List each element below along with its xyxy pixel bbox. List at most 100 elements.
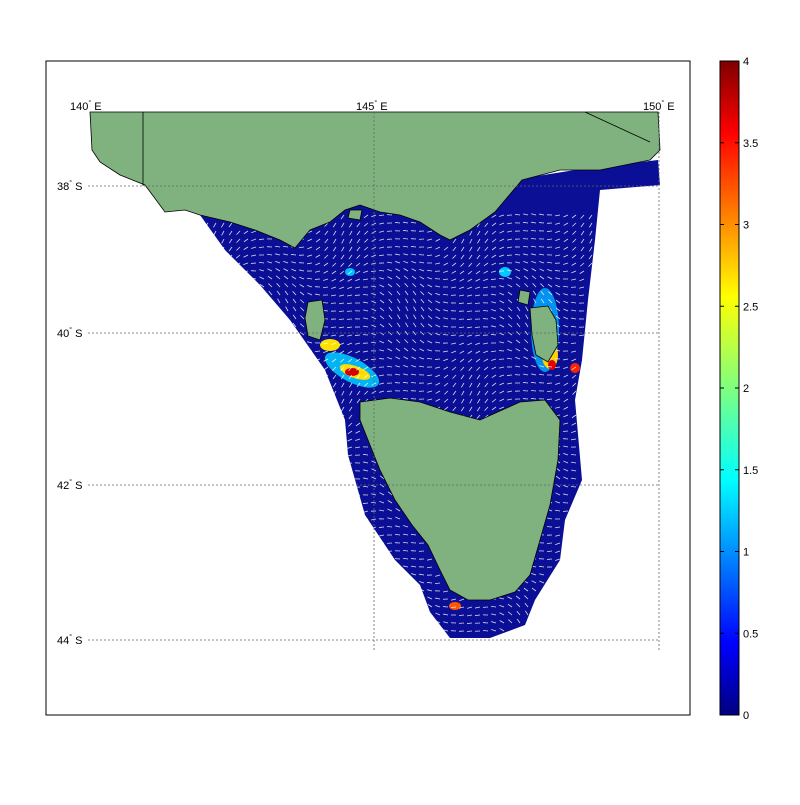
velocity-arrow [388,298,393,304]
velocity-arrow [435,332,441,336]
velocity-arrow [379,542,385,545]
velocity-arrow [284,290,289,296]
velocity-arrow [299,331,305,336]
velocity-arrow [349,390,353,396]
velocity-arrow [236,230,241,235]
velocity-arrow [426,582,433,584]
velocity-arrow [563,476,569,480]
velocity-arrow [499,292,505,296]
velocity-arrow [228,230,233,236]
velocity-arrow [395,516,401,520]
velocity-arrow [443,613,449,616]
velocity-arrow [588,214,593,220]
velocity-arrow [355,422,361,427]
velocity-arrow [331,278,337,282]
velocity-arrow [300,299,305,304]
velocity-arrow [539,275,545,280]
velocity-arrow [572,238,577,243]
velocity-arrow [579,270,585,274]
velocity-arrow [379,307,385,312]
velocity-arrow [426,358,433,360]
velocity-arrow [461,246,465,252]
velocity-arrow [443,406,449,411]
velocity-arrow [476,254,481,260]
velocity-arrow [332,366,337,371]
velocity-arrow [572,222,577,227]
velocity-arrow [563,214,569,218]
velocity-arrow [459,294,465,297]
velocity-arrow [563,333,569,336]
velocity-arrow [420,314,425,320]
velocity-arrow [459,278,465,282]
velocity-arrow [315,270,321,273]
velocity-arrow [578,294,585,296]
velocity-arrow [426,254,433,257]
velocity-arrow [363,366,369,370]
velocity-arrow [467,278,473,282]
velocity-arrow [507,603,513,608]
velocity-arrow [514,254,521,256]
velocity-arrow [563,422,569,425]
velocity-arrow [379,475,385,480]
colorbar-tick-label: 3.5 [743,138,758,150]
velocity-arrow [515,356,521,360]
velocity-arrow [349,398,353,404]
velocity-arrow [435,341,441,344]
velocity-arrow [571,262,577,266]
velocity-arrow [531,260,537,264]
velocity-arrow [427,299,433,304]
velocity-arrow [427,246,433,249]
velocity-arrow [516,618,521,624]
velocity-arrow [331,342,337,345]
velocity-arrow [483,270,489,274]
velocity-arrow [508,307,513,312]
velocity-arrow [469,390,473,396]
velocity-arrow [387,268,393,272]
velocity-arrow [491,301,497,304]
velocity-arrow [283,275,289,280]
velocity-arrow [484,382,489,388]
velocity-arrow [435,374,441,378]
velocity-arrow [499,262,505,265]
velocity-arrow [340,414,345,420]
velocity-arrow [540,290,545,296]
velocity-arrow [300,315,305,320]
velocity-arrow [491,390,497,395]
colorbar-tick-label: 0.5 [743,628,758,640]
velocity-arrow [411,365,417,368]
velocity-arrow [282,245,289,248]
velocity-arrow [523,347,529,352]
velocity-arrow [346,302,353,304]
velocity-arrow [371,366,377,369]
velocity-arrow [555,558,561,561]
velocity-arrow [476,262,481,267]
velocity-arrow [412,339,417,344]
velocity-arrow [461,390,465,396]
velocity-arrow [452,390,457,396]
velocity-arrow [356,238,361,244]
velocity-arrow [397,306,401,312]
velocity-arrow [571,254,577,259]
velocity-arrow [274,245,281,248]
velocity-arrow [460,374,465,380]
velocity-arrow [356,390,361,396]
velocity-arrow [508,619,513,624]
velocity-arrow [435,620,441,624]
velocity-arrow [435,398,441,402]
velocity-arrow [403,253,409,256]
colorbar-tick-label: 1 [743,547,749,559]
velocity-arrow [531,572,537,576]
velocity-arrow [275,268,281,272]
velocity-arrow [347,286,353,290]
velocity-arrow [563,262,569,265]
colorbar-tick-label: 3 [743,220,749,232]
velocity-arrow [324,374,329,379]
velocity-arrow [348,414,353,420]
velocity-arrow [555,534,561,537]
velocity-arrow [499,612,505,616]
velocity-arrow [435,366,441,369]
velocity-arrow [483,286,489,289]
velocity-arrow [341,238,345,244]
velocity-arrow [370,270,377,272]
velocity-arrow [347,270,353,275]
